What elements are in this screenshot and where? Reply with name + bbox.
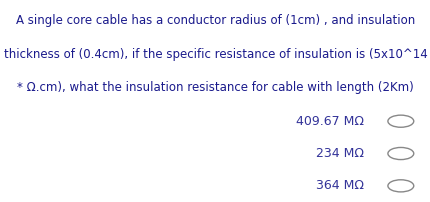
Text: 409.67 MΩ: 409.67 MΩ [295, 115, 363, 128]
Text: 234 MΩ: 234 MΩ [316, 147, 363, 160]
Text: * Ω.cm), what the insulation resistance for cable with length (2Km): * Ω.cm), what the insulation resistance … [17, 81, 413, 94]
Text: thickness of (0.4cm), if the specific resistance of insulation is (5x10^14: thickness of (0.4cm), if the specific re… [3, 48, 427, 61]
Text: 364 MΩ: 364 MΩ [316, 179, 363, 192]
Text: A single core cable has a conductor radius of (1cm) , and insulation: A single core cable has a conductor radi… [16, 14, 414, 27]
